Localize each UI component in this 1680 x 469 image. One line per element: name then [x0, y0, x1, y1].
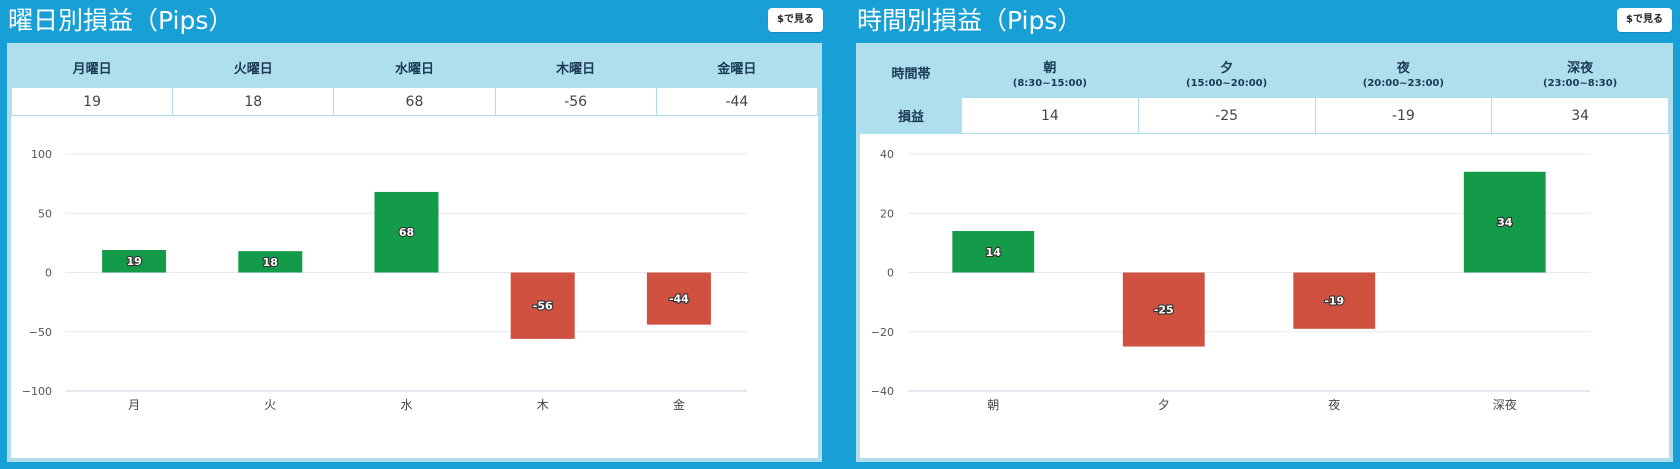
y-tick-label: −40 — [871, 385, 894, 398]
data-label: 34 — [1497, 216, 1513, 229]
y-tick-label: 0 — [887, 267, 894, 280]
header-monday: 月曜日 — [10, 47, 174, 88]
x-tick-label: 月 — [128, 398, 140, 412]
show-in-dollars-button[interactable]: $で見る — [768, 8, 823, 32]
bar — [238, 251, 303, 273]
hourly-pips-panel: 時間別損益（Pips） $で見る 時間帯 朝 (8:30~15:00) 夕 (15:… — [849, 0, 1680, 469]
x-tick-label: 朝 — [987, 398, 999, 412]
header-night: 夜 (20:00~23:00) — [1314, 47, 1493, 98]
header-range: (8:30~15:00) — [1012, 77, 1087, 89]
y-tick-label: −20 — [871, 326, 894, 339]
header-name: 夜 — [1396, 60, 1410, 76]
value-evening: -25 — [1137, 97, 1316, 134]
x-tick-label: 水 — [400, 398, 412, 412]
panel-title: 曜日別損益（Pips） — [8, 6, 234, 35]
value-tuesday: 18 — [172, 87, 335, 116]
timeframe-row-label: 時間帯 — [860, 47, 962, 98]
header-range: (23:00~8:30) — [1543, 77, 1618, 89]
x-tick-label: 金 — [673, 397, 685, 412]
header-thursday: 木曜日 — [494, 47, 657, 88]
header-name: 夕 — [1220, 60, 1234, 76]
header-name: 朝 — [1043, 60, 1057, 76]
data-label: -56 — [533, 300, 553, 313]
y-tick-label: 100 — [31, 148, 52, 161]
header-late-night: 深夜 (23:00~8:30) — [1491, 47, 1669, 98]
data-label: -25 — [1154, 304, 1174, 317]
data-label: -44 — [669, 293, 689, 306]
y-tick-label: 40 — [880, 148, 894, 161]
x-tick-label: 深夜 — [1493, 397, 1517, 412]
value-morning: 14 — [961, 97, 1139, 134]
y-tick-label: 50 — [38, 207, 52, 220]
value-monday: 19 — [10, 87, 174, 116]
hourly-card: 時間帯 朝 (8:30~15:00) 夕 (15:00~20:00) 夜 (20:00… — [856, 43, 1673, 462]
header-morning: 朝 (8:30~15:00) — [961, 47, 1139, 98]
x-tick-label: 夜 — [1328, 397, 1340, 412]
header-friday: 金曜日 — [655, 47, 819, 88]
header-evening: 夕 (15:00~20:00) — [1137, 47, 1316, 98]
bar — [1463, 171, 1546, 273]
data-label: 18 — [263, 256, 278, 269]
bar — [1122, 272, 1205, 347]
value-friday: -44 — [655, 87, 819, 116]
bar — [510, 272, 575, 339]
weekday-pips-panel: 曜日別損益（Pips） $で見る 月曜日 火曜日 水曜日 木曜日 金曜日 19 … — [0, 0, 829, 469]
value-thursday: -56 — [494, 87, 657, 116]
data-label: 68 — [399, 226, 414, 239]
bar — [374, 191, 439, 273]
header-wednesday: 水曜日 — [333, 47, 496, 88]
x-tick-label: 夕 — [1158, 398, 1170, 412]
show-in-dollars-button[interactable]: $で見る — [1617, 8, 1672, 32]
y-tick-label: −100 — [22, 385, 52, 398]
value-night: -19 — [1314, 97, 1493, 134]
x-tick-label: 木 — [537, 398, 549, 412]
header-tuesday: 火曜日 — [172, 47, 335, 88]
value-wednesday: 68 — [333, 87, 496, 116]
header-range: (20:00~23:00) — [1362, 77, 1444, 89]
bar — [646, 272, 711, 325]
hourly-summary-table: 時間帯 朝 (8:30~15:00) 夕 (15:00~20:00) 夜 (20:00… — [860, 47, 1669, 134]
profit-row-label: 損益 — [860, 97, 962, 134]
panel-title: 時間別損益（Pips） — [857, 6, 1083, 35]
y-tick-label: 20 — [880, 207, 894, 220]
weekday-card: 月曜日 火曜日 水曜日 木曜日 金曜日 19 18 68 -56 -44 100… — [7, 43, 822, 462]
bar — [1293, 272, 1376, 329]
value-late-night: 34 — [1491, 97, 1669, 134]
data-label: 19 — [126, 255, 141, 268]
header-range: (15:00~20:00) — [1186, 77, 1268, 89]
y-tick-label: −50 — [29, 326, 52, 339]
y-tick-label: 0 — [45, 267, 52, 280]
x-tick-label: 火 — [264, 398, 276, 412]
weekday-summary-table: 月曜日 火曜日 水曜日 木曜日 金曜日 19 18 68 -56 -44 — [10, 47, 819, 116]
data-label: -19 — [1324, 295, 1344, 308]
bar — [952, 231, 1035, 273]
hourly-bar-chart: 40 20 0 −20 −40 14 朝 -25 夕 -19 夜 34 深夜 — [871, 148, 1590, 412]
weekday-bar-chart: 100 50 0 −50 −100 19 月 18 火 68 水 -56 木 -44 金 — [22, 148, 747, 412]
header-name: 深夜 — [1567, 60, 1594, 76]
bar — [102, 249, 167, 273]
data-label: 14 — [986, 246, 1002, 259]
